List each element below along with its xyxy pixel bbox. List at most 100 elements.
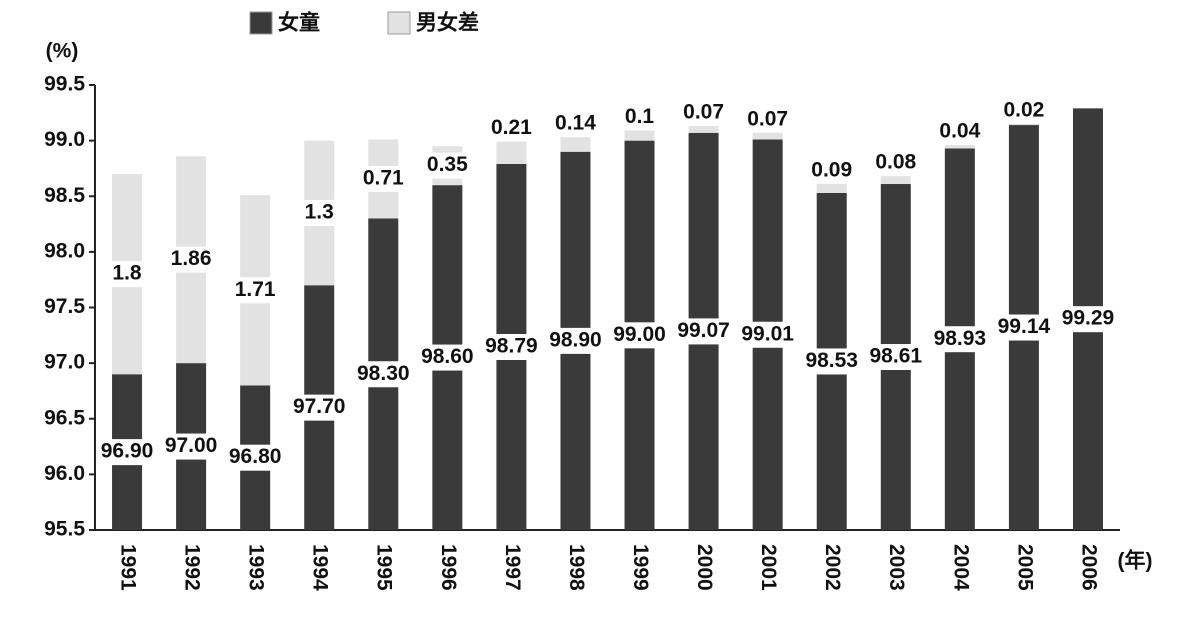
x-tick-label: 2004 (949, 544, 972, 591)
value-label-box (806, 157, 857, 184)
x-tick-label: 1992 (181, 544, 204, 591)
legend-label: 女童 (278, 11, 320, 35)
value-label: 98.60 (421, 345, 474, 368)
value-label: 0.1 (625, 105, 655, 128)
value-label: 0.02 (1003, 98, 1044, 121)
x-axis-label: (年) (1118, 549, 1153, 573)
value-label: 96.90 (101, 440, 154, 463)
y-tick-label: 96.0 (44, 462, 85, 485)
y-tick-label: 99.5 (44, 73, 85, 96)
x-tick-label: 1991 (116, 544, 139, 591)
value-label-box (609, 322, 671, 349)
value-label-box (742, 106, 793, 133)
bar-segment (688, 125, 719, 133)
value-label-box (865, 344, 927, 371)
value-label: 98.53 (805, 349, 858, 372)
x-tick-label: 1998 (565, 544, 588, 591)
x-tick-label: 1993 (245, 544, 268, 591)
value-label-box (929, 326, 991, 353)
value-label-box (230, 277, 281, 304)
y-tick-label: 95.5 (44, 518, 85, 541)
value-label-box (998, 97, 1049, 124)
x-tick-label: 1999 (629, 544, 652, 591)
value-label: 1.71 (235, 278, 276, 301)
value-label-box (107, 261, 147, 288)
bar-segment (624, 129, 655, 141)
legend-swatch (387, 11, 411, 35)
y-tick-label: 99.0 (44, 128, 85, 151)
x-tick-label: 2002 (821, 544, 844, 591)
x-tick-label: 1996 (437, 544, 460, 591)
value-label-box (544, 327, 606, 354)
value-label-box (486, 115, 537, 142)
value-label: 0.07 (747, 107, 788, 130)
value-label-box (934, 118, 985, 145)
value-label: 1.86 (171, 247, 212, 270)
value-label: 98.30 (357, 362, 410, 385)
value-label-box (993, 314, 1055, 341)
value-label-box (166, 246, 217, 273)
legend-swatch (249, 11, 273, 35)
value-label: 0.71 (363, 167, 404, 190)
value-label-box (416, 344, 478, 371)
x-tick-label: 1995 (373, 544, 396, 591)
value-label: 99.00 (613, 323, 666, 346)
value-label-box (870, 150, 921, 177)
x-tick-label: 2001 (757, 544, 780, 591)
value-label-box (358, 166, 409, 193)
value-label-box (352, 361, 414, 388)
value-label-box (224, 444, 286, 471)
value-label-box (678, 100, 729, 127)
value-label: 99.07 (677, 319, 730, 342)
value-label: 98.93 (934, 327, 987, 350)
bar-segment (1008, 122, 1039, 126)
value-label: 99.01 (741, 322, 794, 345)
x-tick-label: 2000 (693, 544, 716, 591)
y-tick-label: 97.0 (44, 351, 85, 374)
value-label-box (550, 111, 601, 138)
value-label: 0.21 (491, 116, 532, 139)
y-axis-label: (%) (46, 40, 79, 63)
bar-segment (496, 140, 527, 164)
bar-segment (880, 175, 911, 185)
value-label-box (737, 321, 799, 348)
value-label: 1.8 (112, 262, 142, 285)
value-label-box (801, 348, 863, 375)
value-label-box (620, 104, 660, 131)
value-label-box (673, 318, 735, 345)
y-tick-label: 96.5 (44, 406, 85, 429)
x-tick-label: 2003 (885, 544, 908, 591)
value-label: 99.29 (1062, 307, 1115, 330)
value-label: 97.70 (293, 395, 346, 418)
x-tick-label: 2005 (1013, 544, 1036, 591)
value-label: 0.08 (875, 151, 916, 174)
value-label: 0.07 (683, 101, 724, 124)
bar-segment (944, 143, 975, 149)
y-tick-label: 98.0 (44, 239, 85, 262)
bar-segment (560, 136, 591, 152)
value-label-box (1057, 306, 1119, 333)
value-label-box (96, 439, 158, 466)
x-tick-label: 1994 (309, 544, 332, 591)
value-label: 98.90 (549, 328, 602, 351)
value-label: 0.35 (427, 153, 468, 176)
value-label-box (160, 433, 222, 460)
value-label: 98.79 (485, 335, 538, 358)
y-tick-label: 97.5 (44, 295, 85, 318)
bar-segment (752, 131, 783, 140)
value-label: 99.14 (998, 315, 1051, 338)
value-label-box (299, 199, 339, 226)
legend-label: 男女差 (416, 11, 479, 35)
x-tick-label: 2006 (1077, 544, 1100, 591)
y-tick-label: 98.5 (44, 184, 85, 207)
value-label-box (480, 333, 542, 360)
value-label: 0.09 (811, 158, 852, 181)
value-label-box (422, 152, 473, 179)
value-label: 0.04 (939, 120, 980, 143)
value-label: 97.00 (165, 434, 218, 457)
value-label: 98.61 (870, 345, 923, 368)
value-label: 0.14 (555, 112, 596, 135)
value-label-box (288, 394, 350, 421)
x-tick-label: 1997 (501, 544, 524, 591)
